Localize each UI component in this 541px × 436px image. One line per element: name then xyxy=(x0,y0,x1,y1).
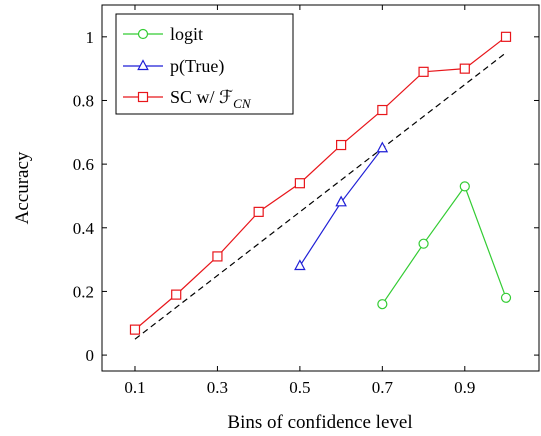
data-point-sc-fcn xyxy=(253,206,264,217)
y-tick-label: 0.2 xyxy=(73,282,94,301)
legend-marker-sc-fcn xyxy=(137,91,149,103)
data-point-sc-fcn xyxy=(377,104,388,116)
data-point-sc-fcn xyxy=(500,31,512,42)
data-point-sc-fcn xyxy=(459,63,470,74)
y-tick-label: 0.6 xyxy=(73,155,94,174)
data-point-sc-fcn xyxy=(129,324,141,335)
series-line-p-true xyxy=(299,147,383,267)
legend-marker-logit xyxy=(137,28,149,40)
y-tick-label: 0.4 xyxy=(73,219,95,238)
x-axis: 0.1 0.3 0.5 0.7 0.9 xyxy=(124,5,475,397)
plot-frame xyxy=(101,4,540,372)
series-logit xyxy=(377,181,512,310)
data-point-logit xyxy=(377,299,388,310)
data-point-sc-fcn xyxy=(294,178,305,189)
y-axis-label: Accuracy xyxy=(12,151,33,224)
series-sc-fcn xyxy=(129,31,512,335)
x-tick-label: 0.7 xyxy=(372,378,394,397)
y-tick-label: 0 xyxy=(86,346,95,365)
data-point-logit xyxy=(500,292,512,303)
data-point-logit xyxy=(418,238,429,249)
series-line-logit xyxy=(381,185,507,305)
x-tick-label: 0.3 xyxy=(207,378,228,397)
legend-marker-p-true xyxy=(137,59,149,71)
data-point-p-true xyxy=(376,141,389,153)
x-axis-label: Bins of confidence level xyxy=(227,412,412,433)
series-layer xyxy=(129,31,512,340)
legend-label-text: logit xyxy=(170,24,203,44)
legend-label-logit: logit xyxy=(170,24,203,44)
legend: logit p(True) SC w/ ℱCN xyxy=(115,13,294,115)
data-point-logit xyxy=(459,181,470,192)
data-point-sc-fcn xyxy=(171,289,182,300)
series-line-sc-fcn xyxy=(134,36,507,331)
legend-label-text: p(True) xyxy=(170,56,224,77)
x-tick-label: 0.9 xyxy=(454,378,475,397)
data-point-sc-fcn xyxy=(212,251,223,262)
legend-label-text: SC w/ ℱ xyxy=(170,87,233,107)
data-point-sc-fcn xyxy=(418,66,429,77)
y-tick-label: 1 xyxy=(86,28,95,47)
reference-dashed-line xyxy=(134,52,507,340)
x-tick-label: 0.5 xyxy=(289,378,310,397)
y-tick-label: 0.8 xyxy=(73,91,94,110)
data-point-p-true xyxy=(335,195,347,207)
x-tick-label: 0.1 xyxy=(124,378,145,397)
data-point-p-true xyxy=(294,259,306,271)
legend-label-sc-fcn: SC w/ ℱCN xyxy=(170,87,252,111)
data-point-sc-fcn xyxy=(336,139,347,151)
series-p-true xyxy=(294,141,389,271)
y-axis: 0 0.2 0.4 0.6 0.8 1 xyxy=(73,28,539,365)
legend-label-subscript: CN xyxy=(233,96,252,111)
legend-label-p-true: p(True) xyxy=(170,56,224,77)
